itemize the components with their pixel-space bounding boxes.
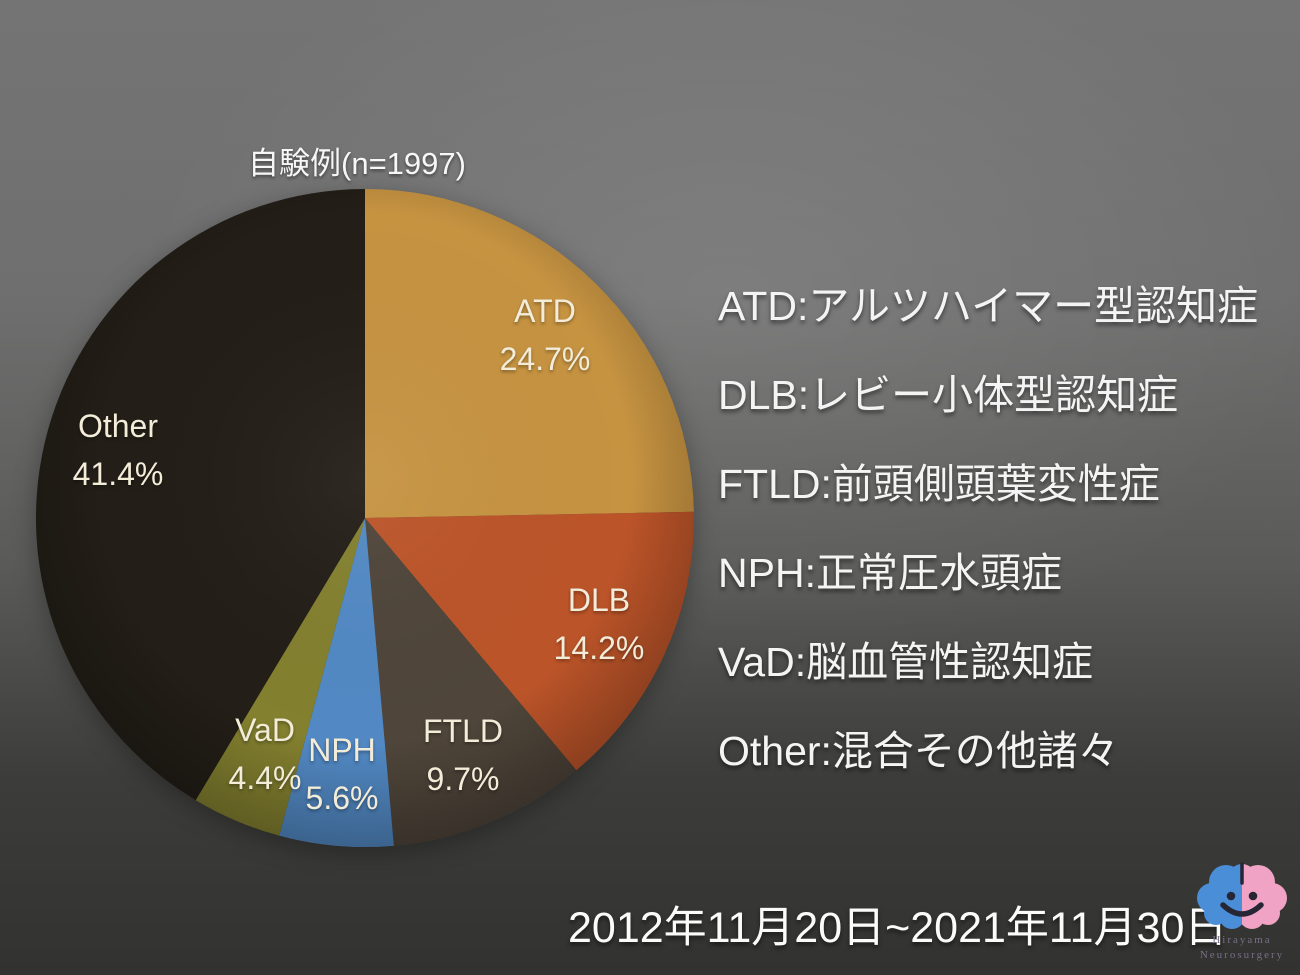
legend-item: ATD:アルツハイマー型認知症 xyxy=(718,283,1259,329)
legend-item: FTLD:前頭側頭葉変性症 xyxy=(718,461,1160,507)
legend-item: VaD:脳血管性認知症 xyxy=(718,639,1094,685)
slice-name: VaD xyxy=(235,712,295,748)
slice-name: DLB xyxy=(567,582,631,618)
logo-text: Hirayama Neurosurgery xyxy=(1200,933,1284,963)
pie-rim-shading xyxy=(36,189,694,847)
date-range: 2012年11月20日~2021年11月30日 xyxy=(568,904,1228,952)
legend-item: Other:混合その他諸々 xyxy=(718,728,1119,774)
brain-logo-icon xyxy=(1197,862,1287,929)
logo-text-line1: Hirayama xyxy=(1212,934,1272,946)
slice-name: NPH xyxy=(308,732,376,768)
pie-slice-label-other: Other 41.4% xyxy=(73,402,164,498)
slice-name: Other xyxy=(77,408,159,444)
slice-percent: 24.7% xyxy=(499,341,591,377)
clinic-logo: Hirayama Neurosurgery xyxy=(1186,856,1298,963)
slice-percent: 41.4% xyxy=(72,456,164,492)
pie-slice-label-ftld: FTLD 9.7% xyxy=(423,707,503,803)
logo-text-line2: Neurosurgery xyxy=(1199,948,1285,961)
pie-slice-label-nph: NPH 5.6% xyxy=(306,726,379,822)
slice-percent: 4.4% xyxy=(228,760,302,796)
slice-name: FTLD xyxy=(423,713,503,749)
legend-item: NPH:正常圧水頭症 xyxy=(718,550,1062,596)
slice-percent: 14.2% xyxy=(553,630,645,666)
pie-slice-label-atd: ATD 24.7% xyxy=(500,287,591,383)
slice-percent: 5.6% xyxy=(305,780,379,816)
pie-slice-label-dlb: DLB 14.2% xyxy=(554,576,645,672)
chart-title: 自験例(n=1997) xyxy=(248,146,466,181)
slice-percent: 9.7% xyxy=(426,761,500,797)
slice-name: ATD xyxy=(514,293,576,329)
pie-slice-label-vad: VaD 4.4% xyxy=(229,706,302,802)
legend-item: DLB:レビー小体型認知症 xyxy=(718,372,1179,418)
brain-face xyxy=(1220,862,1264,917)
legend: ATD:アルツハイマー型認知症 DLB:レビー小体型認知症 FTLD:前頭側頭葉変性… xyxy=(718,286,1258,772)
